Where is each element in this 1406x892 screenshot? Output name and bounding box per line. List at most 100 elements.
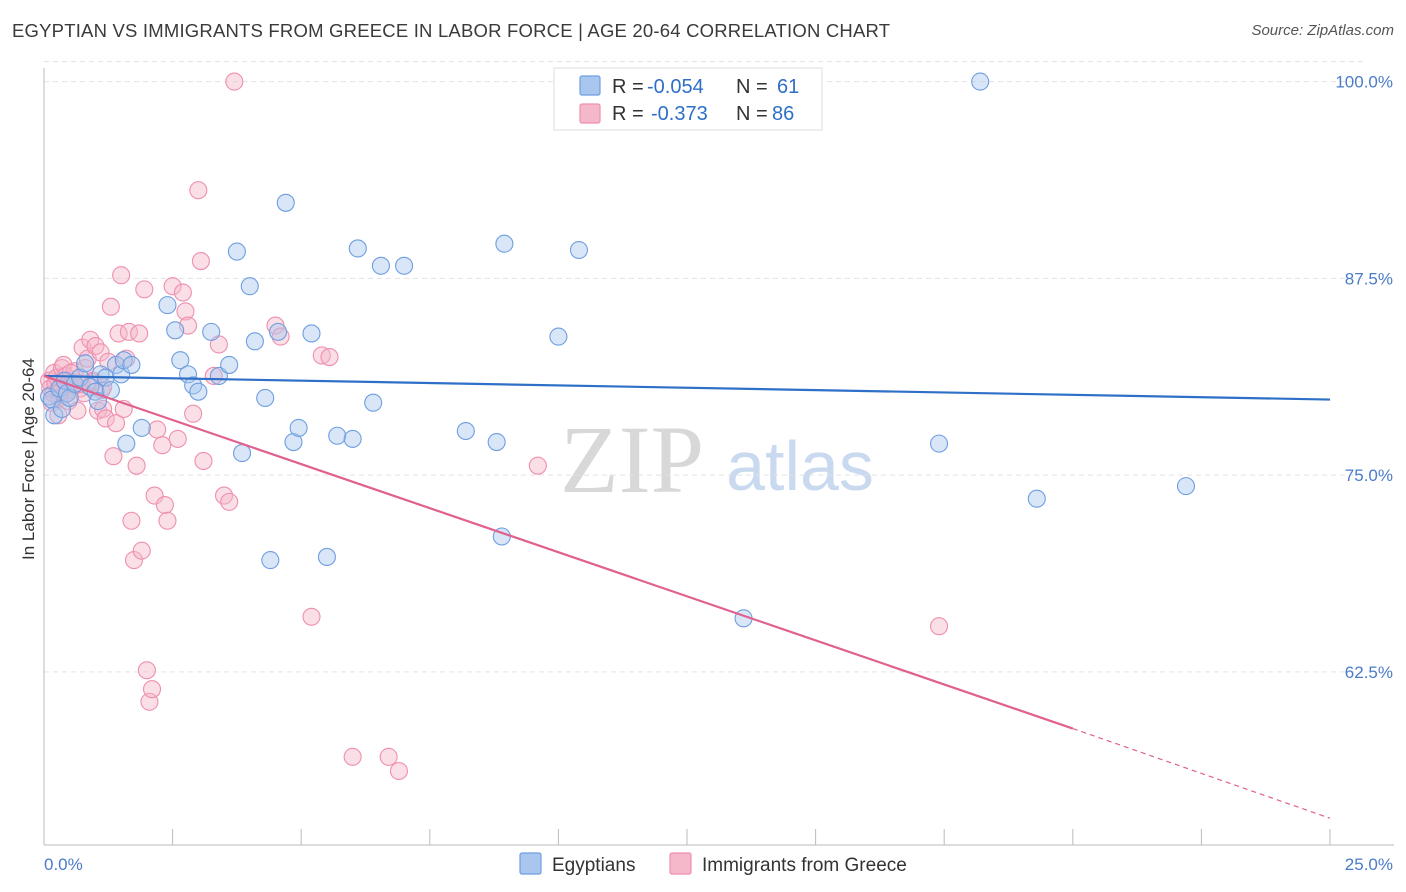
egyptians-point [166,321,185,340]
egyptians-point [371,256,390,275]
greece-point [158,511,177,530]
greece-point [930,617,949,636]
bottom-legend-greece: Immigrants from Greece [702,855,907,876]
greece-point [176,302,195,321]
y-tick-label: 75.0% [1345,466,1393,485]
greece-point [155,495,174,515]
greece-point [312,346,331,365]
egyptians-point [495,234,514,253]
greece-point [302,607,321,626]
greece-point [96,409,115,428]
egyptians-point [189,382,208,401]
legend-n-label-1: N = [736,76,768,98]
greece-point [132,541,151,560]
greece-point [191,251,210,271]
source-note: Source: ZipAtlas.com [1251,22,1394,39]
bottom-legend-swatch-egyptians [519,852,542,875]
legend: R = -0.054 N = 61 R = -0.373 N = 86 [553,67,823,131]
legend-r-label-1: R = [612,76,644,98]
gridlines [44,61,1366,673]
greece-point [112,266,131,285]
greece-point [91,343,110,362]
egyptians-point [289,418,308,437]
egyptians-point [245,332,264,351]
watermark-zip: ZIP [560,406,704,513]
greece-point [194,451,213,470]
greece-point [379,747,398,766]
egyptians-point [1176,477,1196,496]
greece-point [127,456,146,475]
egyptians-point [227,242,246,261]
greece-point [148,420,167,439]
egyptians-point [220,355,239,374]
egyptians-point [122,355,141,374]
greece-point [101,297,120,316]
series-egyptians-points [40,72,1196,628]
legend-swatch-greece [579,103,601,124]
greece-point [173,283,192,302]
legend-swatch-egyptians [579,75,601,96]
egyptians-point [328,426,347,445]
greece-point [130,324,149,343]
legend-n-label-2: N = [736,103,768,125]
egyptians-point [1027,489,1046,508]
egyptians-point [364,393,383,412]
egyptians-point [202,322,221,341]
greece-point [189,181,208,200]
egyptians-point [240,277,259,296]
greece-point [168,429,187,448]
egyptians-point [930,434,949,453]
greece-point [343,747,362,766]
egyptians-point [348,239,367,258]
egyptians-point [284,433,303,452]
egyptians-point [971,72,990,91]
egyptians-point [171,351,190,370]
egyptians-point [269,322,288,341]
egyptians-point [232,444,252,463]
egyptians-point [117,434,136,453]
egyptians-point [261,551,280,570]
greece-point [124,551,144,570]
greece-point [106,414,126,433]
x-tick-label: 25.0% [1345,855,1393,874]
egyptians-point [158,296,177,315]
egyptians-point [60,388,79,408]
watermark-atlas: atlas [726,427,874,505]
greece-point [153,436,172,455]
legend-r-value-2: -0.373 [651,103,708,125]
egyptians-point [395,256,414,275]
egyptians-point [91,365,110,384]
greece-point [220,492,239,511]
greece-point [184,404,203,423]
egyptians-point [317,547,336,567]
greece-trend-line [43,374,1074,730]
egyptians-point [549,327,568,346]
egyptians-point [276,193,295,212]
egyptians-point [343,429,362,448]
egyptians-trend-line [43,374,1331,401]
y-tick-label: 62.5% [1345,663,1393,682]
axes [43,68,1394,846]
egyptians-point [302,324,321,343]
egyptians-point [256,388,275,408]
y-axis-title: In Labor Force | Age 20-64 [19,358,38,560]
trend-lines [43,374,1331,819]
watermark: ZIP atlas [560,406,874,513]
egyptians-point [569,240,589,260]
egyptians-point [487,433,506,452]
greece-trend-extension [1072,727,1331,819]
x-tick-label: 0.0% [44,855,83,874]
legend-r-value-1: -0.054 [647,76,704,98]
legend-r-label-2: R = [612,103,644,125]
legend-n-value-1: 61 [777,76,799,98]
legend-n-value-2: 86 [772,103,794,125]
greece-point [137,661,156,680]
chart-title: EGYPTIAN VS IMMIGRANTS FROM GREECE IN LA… [12,20,891,41]
greece-point [528,456,547,475]
bottom-legend: Egyptians Immigrants from Greece [519,852,907,876]
y-tick-label: 100.0% [1335,73,1393,92]
greece-point [122,511,141,530]
tick-labels: 62.5% 75.0% 87.5% 100.0% 0.0% 25.0% [44,73,1393,874]
bottom-legend-egyptians: Egyptians [552,855,635,876]
